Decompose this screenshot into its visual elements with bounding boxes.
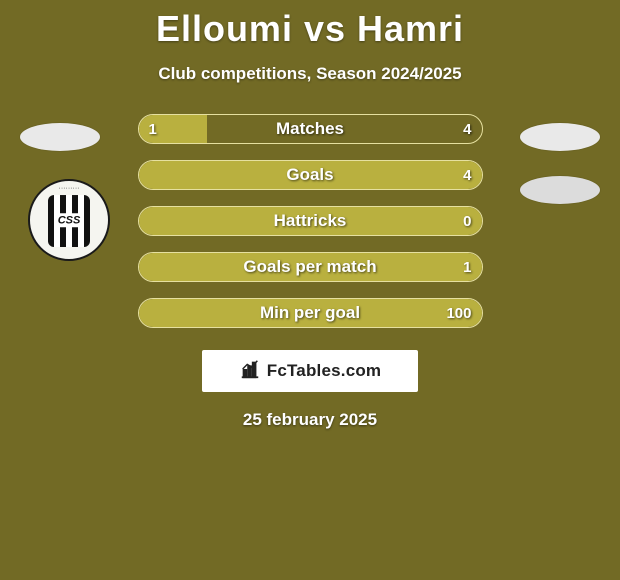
page-subtitle: Club competitions, Season 2024/2025 <box>0 64 620 84</box>
comparison-bars: 1 Matches 4 Goals 4 Hattricks 0 Goals pe… <box>138 114 483 328</box>
bar-label: Goals per match <box>139 253 482 281</box>
avatar-right-player <box>520 123 600 151</box>
bar-label: Goals <box>139 161 482 189</box>
bar-row: Goals per match 1 <box>138 252 483 282</box>
club-logo-arc-text: ········· <box>30 185 108 192</box>
bar-row: 1 Matches 4 <box>138 114 483 144</box>
club-logo-left: ········· CSS <box>28 179 110 261</box>
bar-row: Min per goal 100 <box>138 298 483 328</box>
bar-row: Goals 4 <box>138 160 483 190</box>
bar-right-value: 4 <box>463 161 471 189</box>
bar-label: Min per goal <box>139 299 482 327</box>
avatar-left-player <box>20 123 100 151</box>
club-logo-badge: CSS <box>56 213 83 227</box>
date-text: 25 february 2025 <box>0 410 620 430</box>
page-title: Elloumi vs Hamri <box>0 0 620 50</box>
brand-text: FcTables.com <box>267 361 382 381</box>
bar-right-value: 4 <box>463 115 471 143</box>
brand-box[interactable]: FcTables.com <box>202 350 418 392</box>
bar-right-value: 0 <box>463 207 471 235</box>
bar-label: Matches <box>139 115 482 143</box>
bar-right-value: 100 <box>446 299 471 327</box>
bar-right-value: 1 <box>463 253 471 281</box>
chart-icon <box>239 358 261 385</box>
bar-row: Hattricks 0 <box>138 206 483 236</box>
bar-label: Hattricks <box>139 207 482 235</box>
avatar-right-club <box>520 176 600 204</box>
